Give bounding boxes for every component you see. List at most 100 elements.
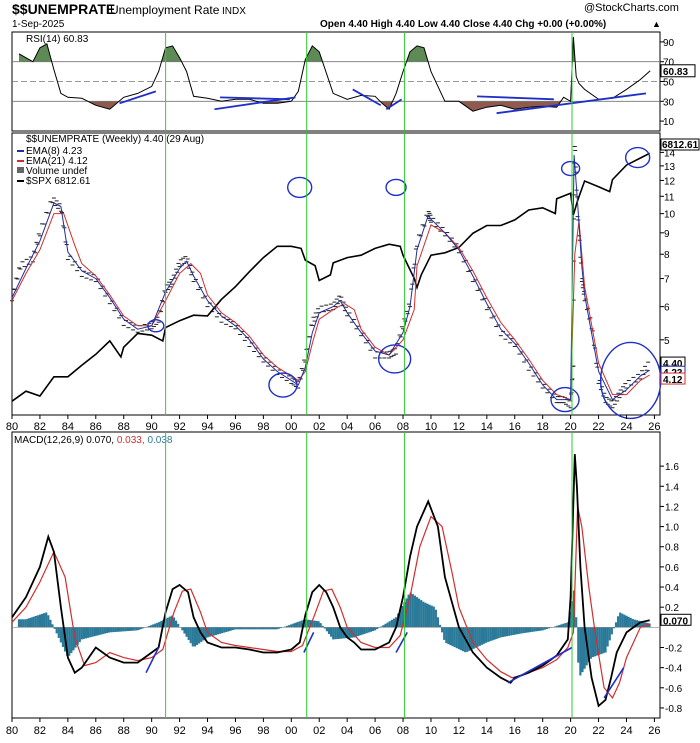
macd-x-tick-label: 90 [146, 725, 158, 737]
macd-x-tick-label: 26 [648, 725, 660, 737]
legend-volume-swatch [17, 167, 24, 173]
chart-symbol: $$UNEMPRATE [12, 1, 115, 17]
quote-line: Open 4.40 High 4.40 Low 4.40 Close 4.40 … [320, 19, 606, 30]
annotation-circle [560, 160, 581, 177]
macd-title-main: MACD(12,26,9) 0.070, [14, 435, 114, 446]
macd-y-tick: 0.8 [665, 543, 679, 554]
macd-x-tick-label: 12 [453, 725, 465, 737]
macd-title-signal: 0.033, [117, 435, 145, 446]
macd-x-tick-label: 92 [173, 725, 185, 737]
rsi-line [18, 36, 651, 112]
rsi-trendline [352, 88, 382, 107]
macd-signal-line [11, 506, 650, 700]
macd-x-tick-label: 22 [592, 725, 604, 737]
rsi-y-tick: 30 [663, 97, 675, 108]
macd-title: MACD(12,26,9) 0.070, 0.033, 0.038 [14, 435, 173, 446]
price-y-tick: 13 [664, 162, 676, 173]
x-tick-label: 06 [369, 421, 381, 433]
legend-volume: Volume undef [26, 166, 87, 177]
macd-x-tick-label: 10 [425, 725, 437, 737]
x-tick-label: 88 [118, 421, 130, 433]
macd-x-tick-label: 06 [369, 725, 381, 737]
annotation-circle [385, 178, 407, 197]
rsi-value-label: 60.83 [663, 67, 688, 78]
macd-x-tick-label: 86 [90, 725, 102, 737]
x-tick-label: 12 [453, 421, 465, 433]
macd-x-tick-label: 88 [118, 725, 130, 737]
x-tick-label: 20 [564, 421, 576, 433]
macd-trendline [303, 632, 315, 653]
chart-instrument-name: Unemployment Rate [110, 3, 220, 17]
price-y-tick: 14 [664, 148, 676, 159]
macd-y-tick: -0.2 [665, 643, 683, 654]
x-tick-label: 86 [90, 421, 102, 433]
x-tick-label: 94 [201, 421, 213, 433]
x-tick-label: 96 [229, 421, 241, 433]
price-y-tick: 11 [664, 192, 675, 203]
macd-x-tick-label: 20 [564, 725, 576, 737]
annotation-circle [377, 344, 412, 374]
x-tick-label: 90 [146, 421, 158, 433]
rsi-value-box [660, 64, 696, 78]
macd-x-tick-label: 80 [6, 725, 18, 737]
price-panel [11, 132, 661, 416]
macd-y-tick: 1.4 [665, 482, 679, 493]
x-tick-label: 10 [425, 421, 437, 433]
price-title: $$UNEMPRATE (Weekly) 4.40 (29 Aug) [26, 134, 204, 145]
macd-y-tick: 0.4 [665, 583, 679, 594]
rsi-y-tick: 90 [663, 38, 675, 49]
rsi-overbought-fill [18, 37, 651, 62]
macd-trendline [603, 667, 625, 699]
rsi-trendline [220, 96, 290, 101]
legend-ema21: EMA(21) 4.12 [26, 156, 88, 167]
x-tick-label: 82 [34, 421, 46, 433]
macd-x-tick-label: 16 [509, 725, 521, 737]
macd-x-tick-label: 96 [229, 725, 241, 737]
rsi-y-tick: 10 [663, 117, 675, 128]
macd-x-tick-label: 04 [341, 725, 353, 737]
chart-date: 1-Sep-2025 [12, 19, 65, 30]
watermark: @StockCharts.com [584, 2, 679, 14]
ema8-line [11, 154, 650, 401]
x-tick-label: 92 [173, 421, 185, 433]
x-tick-label: 98 [257, 421, 269, 433]
annotation-circle [268, 372, 298, 398]
macd-y-tick: -0.6 [665, 684, 683, 695]
rsi-title: RSI(14) 60.83 [26, 34, 89, 45]
spx-line [11, 152, 651, 402]
macd-y-tick: 1.6 [665, 462, 679, 473]
rsi-y-tick: 70 [663, 58, 675, 69]
macd-y-tick: -0.8 [665, 704, 683, 715]
price-y-tick: 7 [664, 275, 670, 286]
macd-y-tick: 0.2 [665, 603, 679, 614]
legend-spx: $SPX 6812.61 [26, 176, 91, 187]
macd-x-tick-label: 02 [313, 725, 325, 737]
x-tick-label: 26 [648, 421, 660, 433]
macd-trendline [507, 646, 573, 684]
x-tick-label: 04 [341, 421, 353, 433]
legend-ema8: EMA(8) 4.23 [26, 146, 83, 157]
macd-title-histogram: 0.038 [147, 435, 172, 446]
annotation-circle [286, 176, 313, 199]
macd-x-tick-label: 14 [481, 725, 493, 737]
macd-x-tick-label: 82 [34, 725, 46, 737]
chart-exchange: INDX [222, 6, 246, 17]
rsi-trendline [385, 98, 403, 110]
rsi-trendline [477, 95, 554, 101]
macd-x-tick-label: 98 [257, 725, 269, 737]
price-y-tick: 8 [664, 250, 670, 261]
macd-y-tick: 0.6 [665, 563, 679, 574]
ema21-line [11, 213, 650, 401]
price-value-label: 4.40 [663, 359, 683, 370]
macd-y-tick: -0.4 [665, 664, 683, 675]
price-y-tick: 10 [664, 210, 676, 221]
price-y-tick: 12 [664, 176, 676, 187]
x-tick-label: 16 [509, 421, 521, 433]
x-tick-label: 00 [285, 421, 297, 433]
price-legend: EMA(8) 4.23 EMA(21) 4.12 Volume undef $S… [17, 146, 91, 187]
x-tick-label: 02 [313, 421, 325, 433]
up-arrow-icon: ▲ [652, 19, 661, 29]
rsi-trendline [119, 90, 157, 105]
rsi-y-tick: 50 [663, 78, 675, 89]
